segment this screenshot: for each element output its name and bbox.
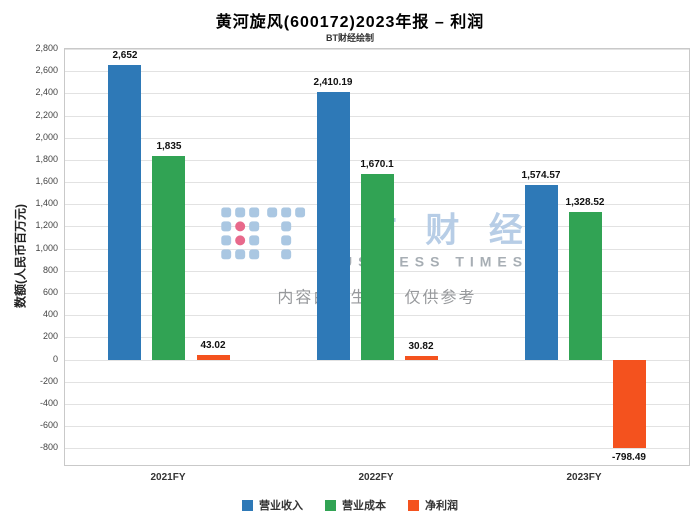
bar (108, 65, 142, 360)
bar (196, 354, 230, 360)
bar (316, 92, 350, 360)
y-tick-label: 2,000 (35, 131, 58, 142)
bar (152, 156, 186, 360)
bar (612, 359, 646, 449)
y-tick-label: 200 (42, 331, 58, 342)
bar-value-label: 2,652 (112, 50, 138, 62)
y-tick-label: 1,600 (35, 176, 58, 187)
gridline (65, 49, 689, 50)
y-tick-label: 1,400 (35, 198, 58, 209)
bar (568, 212, 602, 360)
gridline (65, 448, 689, 450)
gridline (65, 93, 689, 95)
bars-layer: 2,652 1,835 43.02 2,410.19 1,670.1 30.82 1,574… (65, 49, 689, 465)
gridline (65, 403, 689, 405)
bar-value-label: 43.02 (200, 339, 226, 351)
bar-value-label: 1,328.52 (565, 197, 605, 209)
y-tick-label: 2,200 (35, 109, 58, 120)
y-tick-label: 600 (42, 287, 58, 298)
legend-label: 营业成本 (342, 500, 386, 512)
gridline (65, 71, 689, 73)
bar-value-label: -798.49 (612, 452, 646, 464)
y-tick-label: 800 (42, 264, 58, 275)
gridline (65, 159, 689, 161)
bar-value-label: 30.82 (408, 341, 434, 353)
bar-value-label: 1,574.57 (521, 169, 561, 181)
legend-item: 净利润 (408, 497, 458, 513)
legend-label: 营业收入 (259, 500, 303, 512)
legend-item: 营业收入 (242, 497, 303, 513)
y-tick-label: 1,200 (35, 220, 58, 231)
y-tick-label: 1,800 (35, 153, 58, 164)
legend-item: 营业成本 (325, 497, 386, 513)
legend-label: 净利润 (425, 500, 458, 512)
y-tick-label: 2,800 (35, 43, 58, 53)
gridline (65, 115, 689, 117)
gridline (65, 381, 689, 383)
x-axis-label: 2022FY (358, 472, 394, 483)
y-tick-label: -800 (39, 442, 58, 453)
legend: 营业收入 营业成本 净利润 (0, 497, 700, 513)
x-axis-label: 2023FY (566, 472, 602, 483)
bar (404, 356, 438, 360)
bar (360, 174, 394, 360)
gridline (65, 426, 689, 428)
bar (524, 184, 558, 360)
chart-subtitle: BT财经绘制 (326, 33, 374, 43)
bar-value-label: 2,410.19 (313, 77, 353, 89)
y-tick-label: -600 (39, 420, 58, 431)
y-tick-label: 1,000 (35, 242, 58, 253)
y-tick-label: 2,600 (35, 65, 58, 76)
bar-value-label: 1,670.1 (360, 159, 394, 171)
bar-value-label: 1,835 (156, 141, 182, 153)
y-tick-label: 400 (42, 309, 58, 320)
y-tick-label: 0 (52, 353, 58, 364)
x-axis-label: 2021FY (150, 472, 186, 483)
gridline (65, 359, 689, 361)
legend-swatch (325, 499, 336, 511)
y-tick-label: -200 (39, 375, 58, 386)
legend-swatch (408, 499, 419, 511)
y-tick-label: -400 (39, 397, 58, 408)
y-axis-ticks: 2,800 2,600 2,400 2,200 2,000 1,800 1,600 1,400… (0, 43, 58, 464)
plot-area: B T 财 经 BUSINESS TIMES 内容由AI生成，仅供参考 2,65… (64, 48, 690, 466)
chart-title: 黄河旋风(600172)2023年报 – 利润 (215, 14, 485, 31)
x-axis-labels: 2021FY 2022FY 2023FY (64, 472, 688, 488)
gridline (65, 137, 689, 139)
y-tick-label: 2,400 (35, 87, 58, 98)
legend-swatch (242, 499, 253, 511)
